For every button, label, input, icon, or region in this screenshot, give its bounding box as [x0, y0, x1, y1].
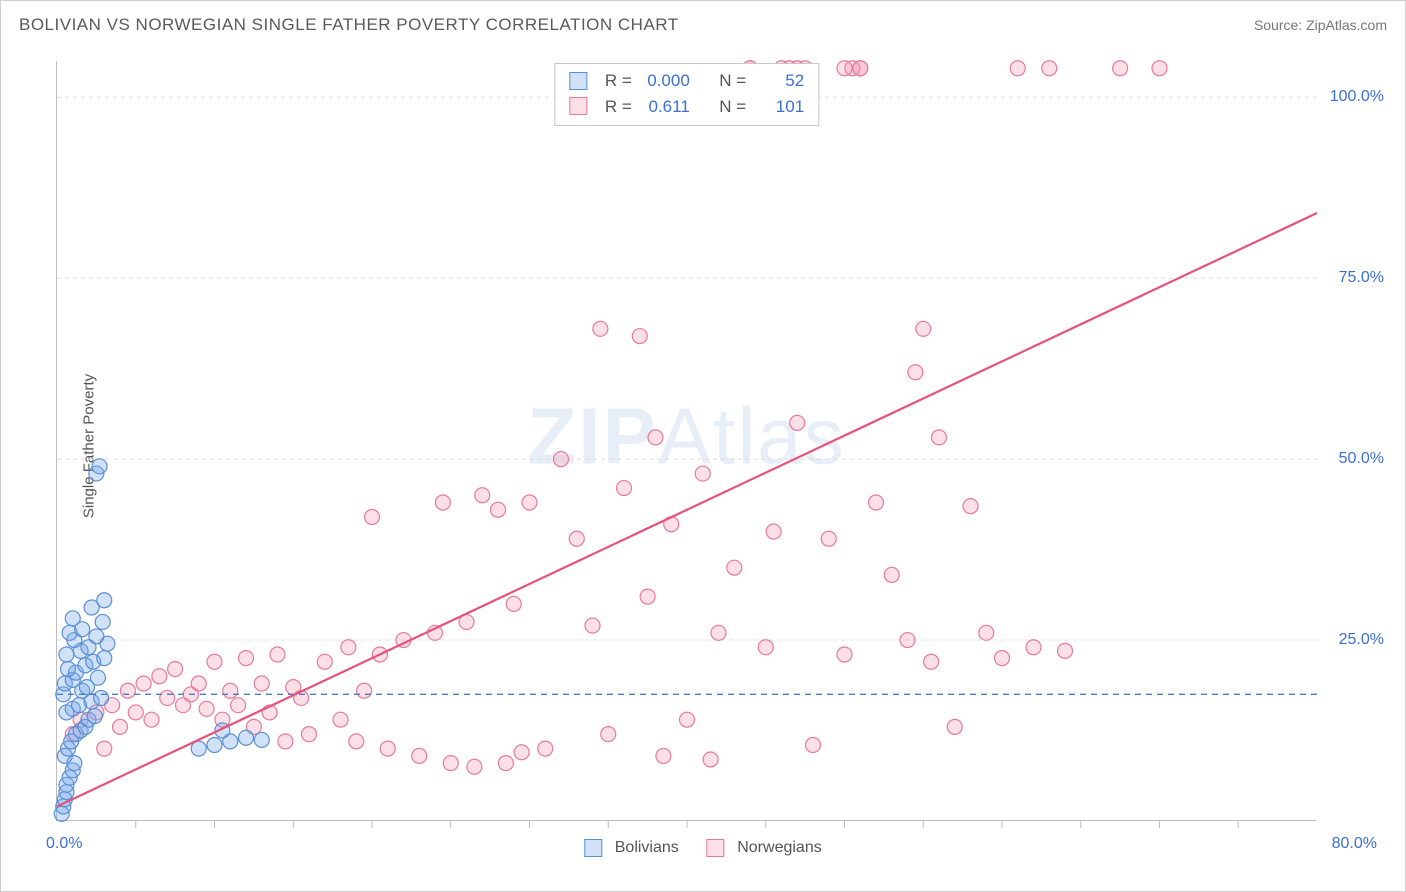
- series-legend: Bolivians Norwegians: [584, 839, 821, 857]
- legend-item-bolivians: Bolivians: [584, 839, 678, 857]
- stats-legend: R = 0.000 N = 52 R = 0.611 N = 101: [554, 63, 819, 126]
- bolivian-swatch-icon: [569, 72, 587, 90]
- n-label: N =: [719, 94, 746, 120]
- legend-label-bolivians: Bolivians: [615, 839, 679, 856]
- norwegian-swatch-icon: [569, 97, 587, 115]
- title-bar: BOLIVIAN VS NORWEGIAN SINGLE FATHER POVE…: [1, 1, 1405, 49]
- y-tick-label: 50.0%: [1324, 450, 1384, 468]
- r-value-norwegian: 0.611: [642, 94, 690, 120]
- y-tick-label: 25.0%: [1324, 631, 1384, 649]
- n-value-bolivian: 52: [756, 68, 804, 94]
- legend-item-norwegians: Norwegians: [707, 839, 822, 857]
- r-label: R =: [605, 94, 632, 120]
- n-value-norwegian: 101: [756, 94, 804, 120]
- plot-svg: [57, 61, 1316, 820]
- x-axis-min-label: 0.0%: [46, 835, 82, 853]
- y-tick-label: 75.0%: [1324, 269, 1384, 287]
- norwegian-swatch-icon: [707, 839, 725, 857]
- r-value-bolivian: 0.000: [642, 68, 690, 94]
- source-attribution: Source: ZipAtlas.com: [1254, 17, 1387, 33]
- x-axis-max-label: 80.0%: [1332, 835, 1377, 853]
- stats-row-norwegian: R = 0.611 N = 101: [569, 94, 804, 120]
- stats-row-bolivian: R = 0.000 N = 52: [569, 68, 804, 94]
- r-label: R =: [605, 68, 632, 94]
- legend-label-norwegians: Norwegians: [737, 839, 821, 856]
- chart-title: BOLIVIAN VS NORWEGIAN SINGLE FATHER POVE…: [19, 15, 679, 35]
- y-tick-label: 100.0%: [1324, 88, 1384, 106]
- n-label: N =: [719, 68, 746, 94]
- plot-area: ZIPAtlas 25.0%50.0%75.0%100.0% R = 0.000…: [56, 61, 1316, 821]
- bolivian-swatch-icon: [584, 839, 602, 857]
- chart-container: BOLIVIAN VS NORWEGIAN SINGLE FATHER POVE…: [0, 0, 1406, 892]
